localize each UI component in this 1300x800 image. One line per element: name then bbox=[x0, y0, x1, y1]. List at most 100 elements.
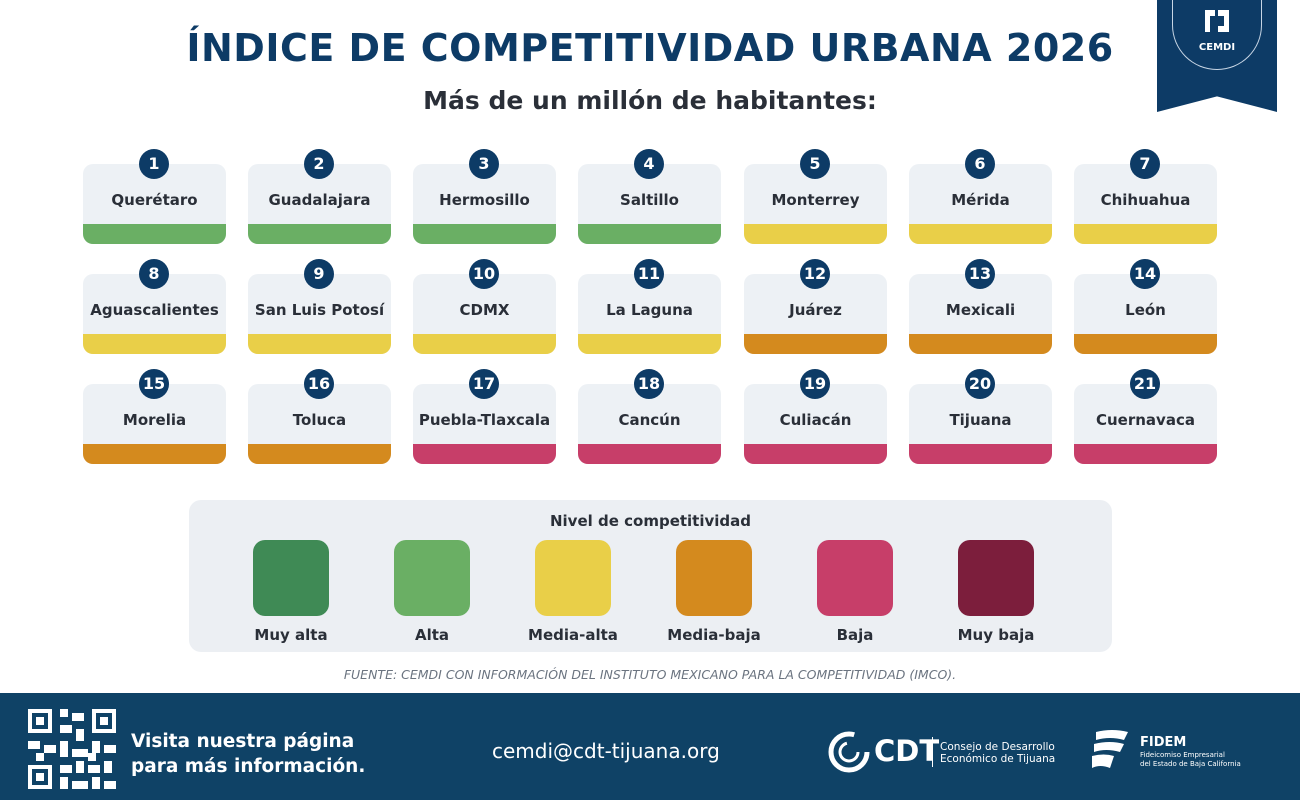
rank-badge: 3 bbox=[469, 149, 499, 179]
legend-label: Muy alta bbox=[254, 626, 328, 644]
legend-label: Alta bbox=[414, 626, 450, 644]
cdt-sub-line-1: Consejo de Desarrollo bbox=[940, 741, 1055, 753]
rank-badge: 2 bbox=[304, 149, 334, 179]
legend-swatch bbox=[676, 540, 752, 616]
city-name: Guadalajara bbox=[268, 191, 371, 209]
competitiveness-level-bar bbox=[83, 224, 226, 244]
cemdi-logo-icon bbox=[1205, 10, 1229, 32]
city-name: Monterrey bbox=[771, 191, 860, 209]
rank-badge: 13 bbox=[965, 259, 995, 289]
city-name: Aguascalientes bbox=[90, 301, 219, 319]
rank-badge: 4 bbox=[634, 149, 664, 179]
city-card: La Laguna bbox=[578, 274, 721, 354]
legend-label: Muy baja bbox=[957, 626, 1035, 644]
cemdi-badge: CEMDI bbox=[1157, 0, 1277, 112]
city-card: Querétaro bbox=[83, 164, 226, 244]
city-name: Puebla-Tlaxcala bbox=[418, 411, 551, 429]
rank-badge: 1 bbox=[139, 149, 169, 179]
legend-swatch bbox=[817, 540, 893, 616]
competitiveness-level-bar bbox=[413, 224, 556, 244]
city-name: Hermosillo bbox=[439, 191, 530, 209]
competitiveness-level-bar bbox=[83, 334, 226, 354]
rank-badge: 19 bbox=[800, 369, 830, 399]
city-name: Cancún bbox=[618, 411, 681, 429]
footer-bar: Visita nuestra página para más informaci… bbox=[0, 693, 1300, 800]
city-name: Juárez bbox=[789, 301, 842, 319]
page-subtitle: Más de un millón de habitantes: bbox=[423, 86, 877, 115]
rank-badge: 14 bbox=[1130, 259, 1160, 289]
cdt-sub-line-2: Económico de Tijuana bbox=[940, 753, 1056, 765]
city-name: Saltillo bbox=[620, 191, 679, 209]
page-title: ÍNDICE DE COMPETITIVIDAD URBANA 2026 bbox=[186, 26, 1114, 70]
city-card: Cancún bbox=[578, 384, 721, 464]
competitiveness-level-bar bbox=[248, 224, 391, 244]
legend-swatch bbox=[535, 540, 611, 616]
rank-badge: 7 bbox=[1130, 149, 1160, 179]
fidem-subtitle: Fideicomiso Empresarial del Estado de Ba… bbox=[1140, 751, 1241, 768]
city-card: Puebla-Tlaxcala bbox=[413, 384, 556, 464]
cdt-divider bbox=[932, 737, 933, 767]
cdt-subtitle: Consejo de Desarrollo Económico de Tijua… bbox=[940, 741, 1055, 765]
qr-code-icon[interactable] bbox=[28, 709, 116, 789]
city-name: Mérida bbox=[951, 191, 1010, 209]
visit-line-1: Visita nuestra página bbox=[131, 731, 355, 752]
city-card: Mexicali bbox=[909, 274, 1052, 354]
legend-label: Baja bbox=[836, 626, 874, 644]
cdt-logo-icon bbox=[828, 731, 870, 773]
city-name: Culiacán bbox=[779, 411, 852, 429]
competitiveness-level-bar bbox=[744, 334, 887, 354]
city-card: Aguascalientes bbox=[83, 274, 226, 354]
fidem-name: FIDEM bbox=[1140, 735, 1187, 750]
city-name: Chihuahua bbox=[1100, 191, 1191, 209]
rank-badge: 6 bbox=[965, 149, 995, 179]
rank-badge: 10 bbox=[469, 259, 499, 289]
legend-title: Nivel de competitividad bbox=[549, 512, 752, 530]
city-name: Cuernavaca bbox=[1096, 411, 1195, 429]
city-card: León bbox=[1074, 274, 1217, 354]
rank-badge: 12 bbox=[800, 259, 830, 289]
competitiveness-level-bar bbox=[909, 444, 1052, 464]
city-name: Tijuana bbox=[949, 411, 1012, 429]
legend-label: Media-alta bbox=[528, 626, 618, 644]
visit-line-2: para más información. bbox=[131, 756, 366, 777]
city-name: Toluca bbox=[292, 411, 347, 429]
cdt-name: CDT bbox=[874, 734, 940, 768]
fidem-logo-icon bbox=[1092, 730, 1128, 768]
competitiveness-level-bar bbox=[1074, 334, 1217, 354]
city-name: San Luis Potosí bbox=[254, 301, 385, 319]
city-card: Guadalajara bbox=[248, 164, 391, 244]
visit-text: Visita nuestra página para más informaci… bbox=[131, 729, 365, 779]
city-name: Morelia bbox=[122, 411, 187, 429]
competitiveness-level-bar bbox=[248, 334, 391, 354]
legend-label: Media-baja bbox=[667, 626, 761, 644]
competitiveness-level-bar bbox=[909, 334, 1052, 354]
email-link[interactable]: cemdi@cdt-tijuana.org bbox=[492, 739, 720, 763]
city-ranking-grid: Querétaro 1 Guadalajara 2 Hermosillo 3 Saltill… bbox=[83, 149, 1217, 464]
rank-badge: 8 bbox=[139, 259, 169, 289]
competitiveness-level-bar bbox=[909, 224, 1052, 244]
competitiveness-level-bar bbox=[413, 444, 556, 464]
competitiveness-level-bar bbox=[413, 334, 556, 354]
rank-badge: 18 bbox=[634, 369, 664, 399]
competitiveness-level-bar bbox=[248, 444, 391, 464]
competitiveness-level-bar bbox=[83, 444, 226, 464]
fidem-sub-line-2: del Estado de Baja California bbox=[1140, 759, 1241, 768]
competitiveness-level-bar bbox=[578, 334, 721, 354]
rank-badge: 16 bbox=[304, 369, 334, 399]
competitiveness-level-bar bbox=[1074, 224, 1217, 244]
city-name: León bbox=[1125, 301, 1166, 319]
competitiveness-level-bar bbox=[578, 224, 721, 244]
competitiveness-level-bar bbox=[1074, 444, 1217, 464]
badge-label: CEMDI bbox=[1198, 42, 1236, 53]
legend-swatch bbox=[958, 540, 1034, 616]
rank-badge: 11 bbox=[634, 259, 664, 289]
fidem-sub-line-1: Fideicomiso Empresarial bbox=[1140, 751, 1225, 759]
rank-badge: 9 bbox=[304, 259, 334, 289]
competitiveness-level-bar bbox=[578, 444, 721, 464]
competitiveness-level-bar bbox=[744, 224, 887, 244]
rank-badge: 17 bbox=[469, 369, 499, 399]
city-name: CDMX bbox=[459, 301, 510, 319]
city-name: La Laguna bbox=[606, 301, 693, 319]
legend-swatch bbox=[253, 540, 329, 616]
rank-badge: 5 bbox=[800, 149, 830, 179]
